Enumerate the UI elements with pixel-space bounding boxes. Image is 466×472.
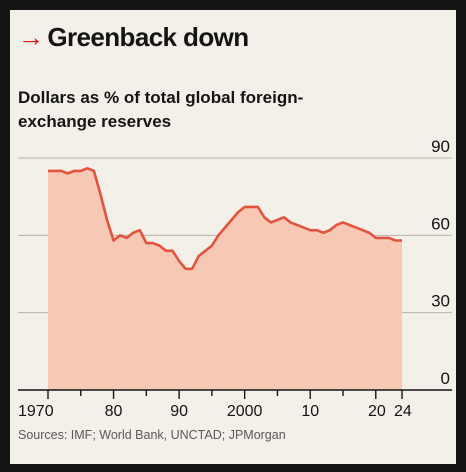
frame-border-top	[0, 0, 466, 10]
y-tick-label-0: 0	[441, 369, 450, 388]
frame-border-right	[456, 0, 466, 472]
arrow-icon: →	[18, 22, 44, 52]
x-tick-label-80: 80	[105, 403, 123, 420]
series-line	[48, 167, 402, 271]
x-tick-label-2000: 2000	[227, 403, 263, 420]
x-tick-label-24: 24	[394, 403, 412, 420]
x-tick-label-1970: 1970	[18, 403, 54, 420]
x-tick-label-20: 20	[368, 403, 386, 420]
chart-subtitle: Dollars as % of total global foreign-exc…	[18, 88, 304, 131]
chart-source: Sources: IMF; World Bank, UNCTAD; JPMorg…	[18, 428, 286, 442]
chart-title: → Greenback down	[18, 22, 249, 53]
y-tick-label-60: 60	[431, 214, 450, 233]
x-tick-label-90: 90	[170, 403, 188, 420]
y-tick-label-30: 30	[431, 292, 450, 311]
chart-title-text: Greenback down	[47, 22, 249, 52]
x-tick-label-10: 10	[301, 403, 319, 420]
frame-border-left	[0, 0, 10, 472]
series-area	[48, 168, 402, 390]
frame-border-bottom	[0, 464, 466, 472]
y-tick-label-90: 90	[431, 137, 450, 156]
